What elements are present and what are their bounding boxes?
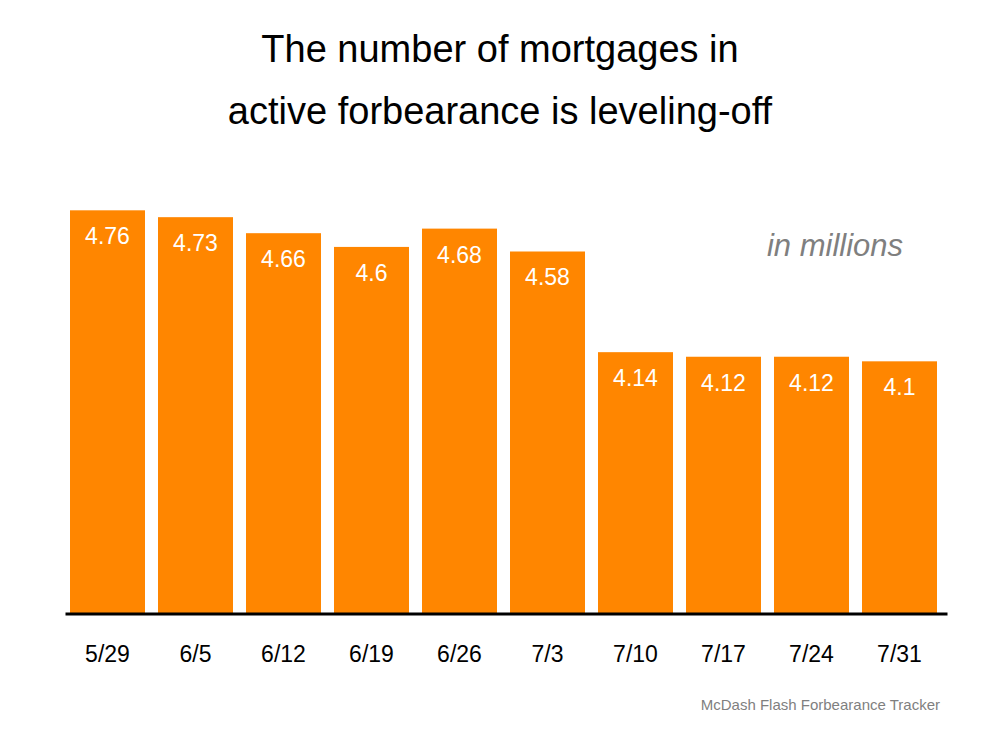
x-tick-label: 5/29 — [85, 641, 130, 667]
chart-svg: The number of mortgages inactive forbear… — [0, 0, 1000, 750]
bar — [334, 247, 409, 613]
x-tick-label: 7/17 — [701, 641, 746, 667]
data-label: 4.14 — [613, 365, 658, 391]
chart-container: The number of mortgages inactive forbear… — [0, 0, 1000, 750]
bar — [686, 357, 761, 613]
x-tick-label: 6/19 — [349, 641, 394, 667]
data-labels: 4.76 4.73 4.66 4.6 4.68 4.58 4.14 4.12 4.12 4.1 — [85, 223, 915, 400]
x-tick-labels: 5/29 6/5 6/12 6/19 6/26 7/3 7/10 7/17 7/24 7/31 — [85, 641, 922, 667]
bars — [70, 210, 937, 613]
data-label: 4.73 — [173, 230, 218, 256]
bar — [862, 361, 937, 613]
bar — [158, 217, 233, 613]
bar — [598, 352, 673, 613]
data-label: 4.58 — [525, 264, 570, 290]
x-axis-line — [66, 613, 948, 616]
x-tick-label: 7/31 — [877, 641, 922, 667]
x-tick-label: 7/3 — [532, 641, 564, 667]
data-label: 4.12 — [701, 370, 746, 396]
source-note: McDash Flash Forbearance Tracker — [701, 696, 940, 713]
bar — [246, 233, 321, 613]
annotation: in millions — [767, 228, 903, 263]
bar — [774, 357, 849, 613]
data-label: 4.12 — [789, 370, 834, 396]
x-tick-label: 6/12 — [261, 641, 306, 667]
bar — [510, 251, 585, 613]
data-label: 4.6 — [356, 260, 388, 286]
data-label: 4.68 — [437, 242, 482, 268]
bar — [422, 229, 497, 613]
data-label: 4.76 — [85, 223, 130, 249]
data-label: 4.1 — [884, 374, 916, 400]
bar — [70, 210, 145, 613]
data-label: 4.66 — [261, 246, 306, 272]
x-tick-label: 6/26 — [437, 641, 482, 667]
chart-title: The number of mortgages inactive forbear… — [228, 28, 773, 132]
x-tick-label: 6/5 — [180, 641, 212, 667]
x-tick-label: 7/24 — [789, 641, 834, 667]
x-tick-label: 7/10 — [613, 641, 658, 667]
